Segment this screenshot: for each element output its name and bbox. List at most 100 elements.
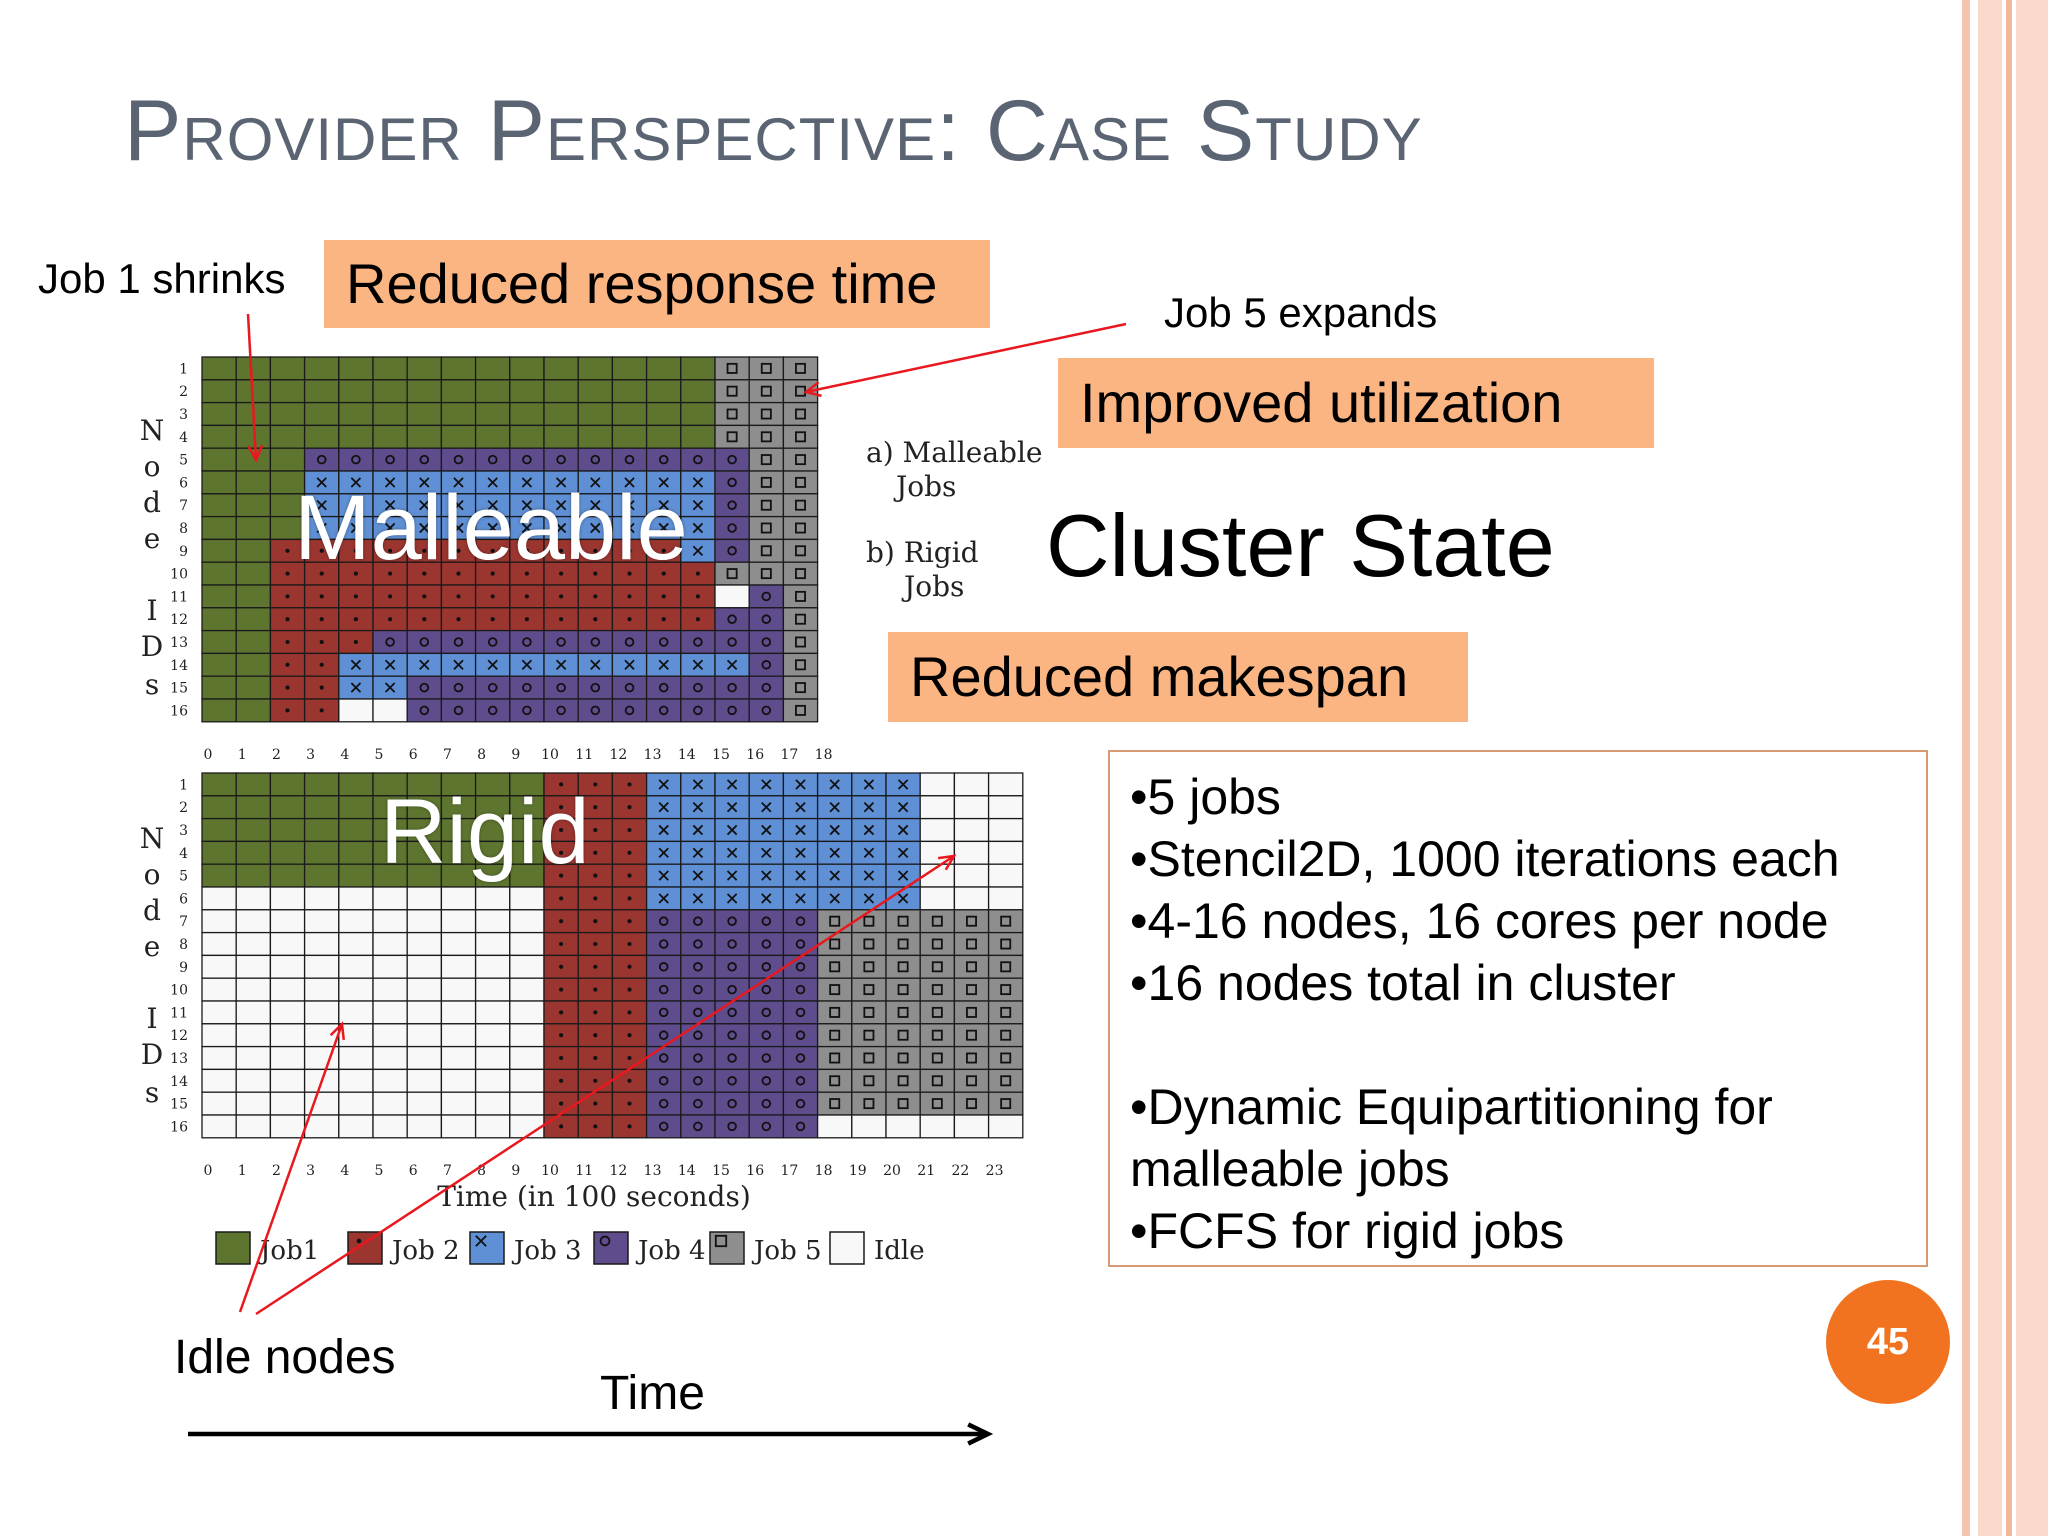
- x-tick-label: 14: [678, 1163, 696, 1179]
- job5-marker: [966, 961, 977, 973]
- job4-marker: [761, 984, 772, 995]
- cell-idle: [919, 1114, 956, 1139]
- job2-marker: [695, 571, 700, 576]
- cell-job4: [714, 977, 750, 1002]
- cell-job1: [406, 356, 443, 381]
- job3-marker: [487, 500, 498, 511]
- cell-job1: [235, 515, 272, 541]
- job5-marker: [1000, 1029, 1012, 1041]
- job4-marker: [590, 682, 601, 693]
- y-tick-label: 16: [170, 703, 188, 719]
- cell-job1: [235, 698, 272, 723]
- job5-marker: [863, 915, 875, 927]
- cell-job1: [611, 401, 648, 427]
- job5-marker: [931, 1075, 943, 1087]
- cell-job4: [714, 954, 750, 979]
- job4-marker: [795, 1007, 806, 1018]
- job5-marker: [795, 636, 806, 648]
- y-tick-label: 2: [179, 384, 188, 400]
- cell-job4: [577, 629, 614, 655]
- cell-idle: [235, 931, 272, 957]
- info-line: •FCFS for rigid jobs: [1130, 1203, 1565, 1259]
- cell-job5: [885, 954, 921, 979]
- job3-marker: [419, 500, 430, 511]
- job2-marker: [524, 571, 529, 576]
- cell-idle: [474, 1068, 511, 1093]
- job4-marker: [693, 1098, 703, 1109]
- cell-job4: [440, 629, 477, 655]
- job5-marker: [795, 704, 806, 716]
- job3-marker: [795, 893, 806, 904]
- job3-marker: [555, 522, 567, 534]
- job3-marker: [829, 802, 840, 813]
- y-axis-letter: s: [145, 1076, 159, 1109]
- job3-marker: [350, 659, 362, 670]
- cell-idle: [338, 1000, 374, 1025]
- cell-idle: [201, 909, 237, 934]
- job4-marker: [727, 1053, 737, 1063]
- job2-marker: [661, 617, 666, 622]
- cell-idle: [269, 886, 306, 911]
- cell-idle: [303, 954, 340, 979]
- job3-marker: [897, 779, 909, 790]
- job4-marker: [522, 454, 532, 465]
- job4-marker: [658, 637, 669, 647]
- cell-job4: [680, 675, 716, 700]
- cell-job5: [851, 1000, 887, 1025]
- cell-job1: [235, 470, 272, 495]
- cell-job1: [269, 772, 306, 797]
- job5-marker: [1000, 938, 1012, 950]
- cell-job1: [406, 401, 443, 427]
- job3-marker: [692, 824, 704, 836]
- cell-job5: [714, 401, 750, 427]
- cell-job4: [406, 698, 443, 723]
- cell-idle: [201, 1023, 237, 1048]
- job4-marker: [453, 682, 464, 693]
- cell-idle: [201, 1000, 237, 1025]
- cell-idle: [987, 795, 1024, 820]
- y-tick-label: 3: [179, 407, 188, 423]
- y-axis-letter: e: [144, 522, 161, 555]
- job2-marker: [593, 548, 598, 553]
- job4-marker: [316, 454, 327, 465]
- job2-marker: [559, 850, 564, 855]
- job3-marker: [350, 477, 362, 488]
- cell-idle: [372, 909, 408, 934]
- job5-marker: [795, 431, 806, 443]
- y-axis-letter: d: [143, 894, 161, 927]
- job3-marker: [624, 659, 635, 670]
- job3-marker: [692, 522, 704, 534]
- job5-marker: [966, 984, 977, 996]
- callout-reduced-response-time: Reduced response time: [324, 240, 990, 328]
- cell-idle: [338, 1114, 374, 1139]
- y-tick-label: 16: [170, 1119, 188, 1135]
- cell-job1: [645, 401, 682, 427]
- job2-marker: [661, 594, 666, 599]
- cell-job4: [782, 1091, 819, 1116]
- cell-job1: [303, 424, 340, 449]
- job4-marker: [727, 637, 737, 647]
- job5-marker: [760, 385, 772, 397]
- cell-job1: [235, 863, 272, 888]
- cell-job5: [748, 379, 785, 404]
- cell-job4: [372, 447, 408, 472]
- cell-idle: [406, 1091, 443, 1116]
- job3-marker: [487, 659, 498, 670]
- cell-job5: [816, 977, 853, 1002]
- cell-job1: [201, 584, 237, 609]
- job5-marker: [863, 984, 875, 996]
- job5-marker: [966, 938, 977, 950]
- cell-idle: [372, 1068, 408, 1093]
- job4-marker: [658, 1076, 669, 1086]
- job4-marker: [761, 1053, 772, 1063]
- job5-marker: [795, 476, 806, 488]
- job2-marker: [524, 594, 529, 599]
- job3-marker: [658, 522, 669, 534]
- job2-marker: [285, 639, 290, 645]
- job3-marker: [863, 893, 875, 904]
- cell-job4: [748, 584, 785, 609]
- job4-marker: [419, 705, 430, 716]
- job3-marker: [521, 659, 533, 670]
- cell-job5: [919, 931, 956, 957]
- cell-job4: [509, 447, 545, 472]
